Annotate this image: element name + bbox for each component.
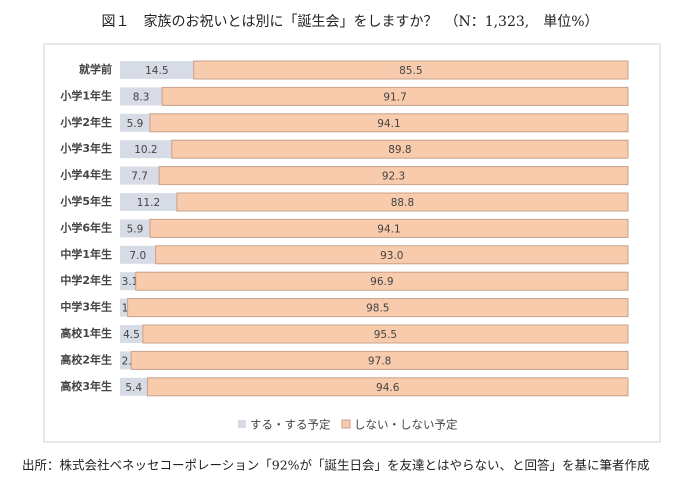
bar-segment — [120, 219, 150, 238]
legend-swatch — [341, 419, 351, 429]
data-label: 92.3 — [382, 171, 405, 183]
data-label: 8.3 — [133, 91, 150, 103]
bar-segment — [120, 325, 143, 343]
data-label: 96.9 — [370, 276, 393, 288]
y-tick-label: 就学前 — [79, 62, 112, 76]
bar-segment — [149, 218, 629, 238]
data-label: 93.0 — [380, 250, 403, 262]
source-note: 出所：株式会社ベネッセコーポレーション「92%が「誕生日会」を友達とはやらない、… — [22, 458, 650, 473]
bar-segment — [120, 193, 177, 211]
y-tick-label: 小学1年生 — [59, 88, 112, 102]
bar-segment — [171, 139, 629, 159]
y-tick-label: 高校3年生 — [60, 379, 112, 393]
y-tick-label: 高校1年生 — [60, 326, 112, 340]
y-tick-label: 小学5年生 — [59, 194, 112, 208]
bar-segment — [120, 140, 172, 159]
data-label: 98.5 — [366, 303, 389, 315]
plot-frame — [43, 43, 661, 443]
data-label: 5.9 — [127, 223, 144, 235]
bar-segment — [120, 351, 132, 370]
data-label: 94.6 — [376, 382, 400, 394]
bar-segment — [120, 272, 136, 291]
bar-segment — [120, 166, 160, 185]
y-tick-label: 小学6年生 — [59, 220, 112, 234]
y-tick-label: 中学1年生 — [60, 247, 112, 261]
bar-segment — [161, 86, 629, 106]
data-label: 5.9 — [127, 118, 144, 130]
chart-title: 図１ 家族のお祝いとは別に「誕生会」をしますか？ （N：1,323, 単位%） — [101, 13, 598, 30]
bar-segment — [176, 192, 629, 212]
y-tick-label: 中学2年生 — [60, 273, 112, 287]
data-label: 91.7 — [383, 91, 406, 103]
legend-label: する・する予定 — [250, 418, 331, 432]
bar-segment — [193, 60, 629, 80]
data-label: 10.2 — [134, 144, 157, 156]
legend-swatch — [238, 420, 246, 428]
bar-segment — [155, 245, 629, 265]
bar-segment — [120, 61, 194, 79]
legend-label: しない・しない予定 — [354, 418, 458, 432]
data-label: 7.0 — [129, 250, 146, 262]
data-label: 88.8 — [391, 197, 414, 209]
bar-segment — [120, 87, 163, 106]
data-label: 7.7 — [131, 171, 148, 183]
bar-segment — [120, 113, 150, 132]
data-label: 85.5 — [399, 65, 422, 77]
bar-segment — [120, 298, 128, 317]
bar-segment — [120, 377, 148, 396]
y-tick-label: 中学3年生 — [60, 300, 112, 314]
y-tick-label: 小学3年生 — [59, 141, 112, 155]
data-label: 14.5 — [145, 65, 168, 77]
data-label: 94.1 — [377, 223, 400, 235]
data-label: 95.5 — [374, 329, 397, 341]
data-label: 3.1 — [122, 276, 139, 288]
bar-segment — [127, 298, 629, 318]
bar-segment — [142, 324, 629, 344]
bar-segment — [135, 271, 629, 291]
y-tick-label: 小学2年生 — [59, 115, 112, 129]
data-label: 4.5 — [123, 329, 140, 341]
data-label: 97.8 — [368, 355, 391, 367]
bar-segment — [146, 377, 629, 397]
bar-segment — [158, 166, 629, 186]
y-tick-label: 小学4年生 — [59, 168, 112, 182]
data-label: 89.8 — [388, 144, 411, 156]
bar-segment — [120, 245, 156, 264]
y-tick-label: 高校2年生 — [60, 352, 112, 366]
data-label: 5.4 — [125, 382, 142, 394]
data-label: 94.1 — [377, 118, 400, 130]
bar-segment — [149, 113, 629, 133]
bar-segment — [130, 350, 629, 370]
data-label: 11.2 — [137, 197, 160, 209]
